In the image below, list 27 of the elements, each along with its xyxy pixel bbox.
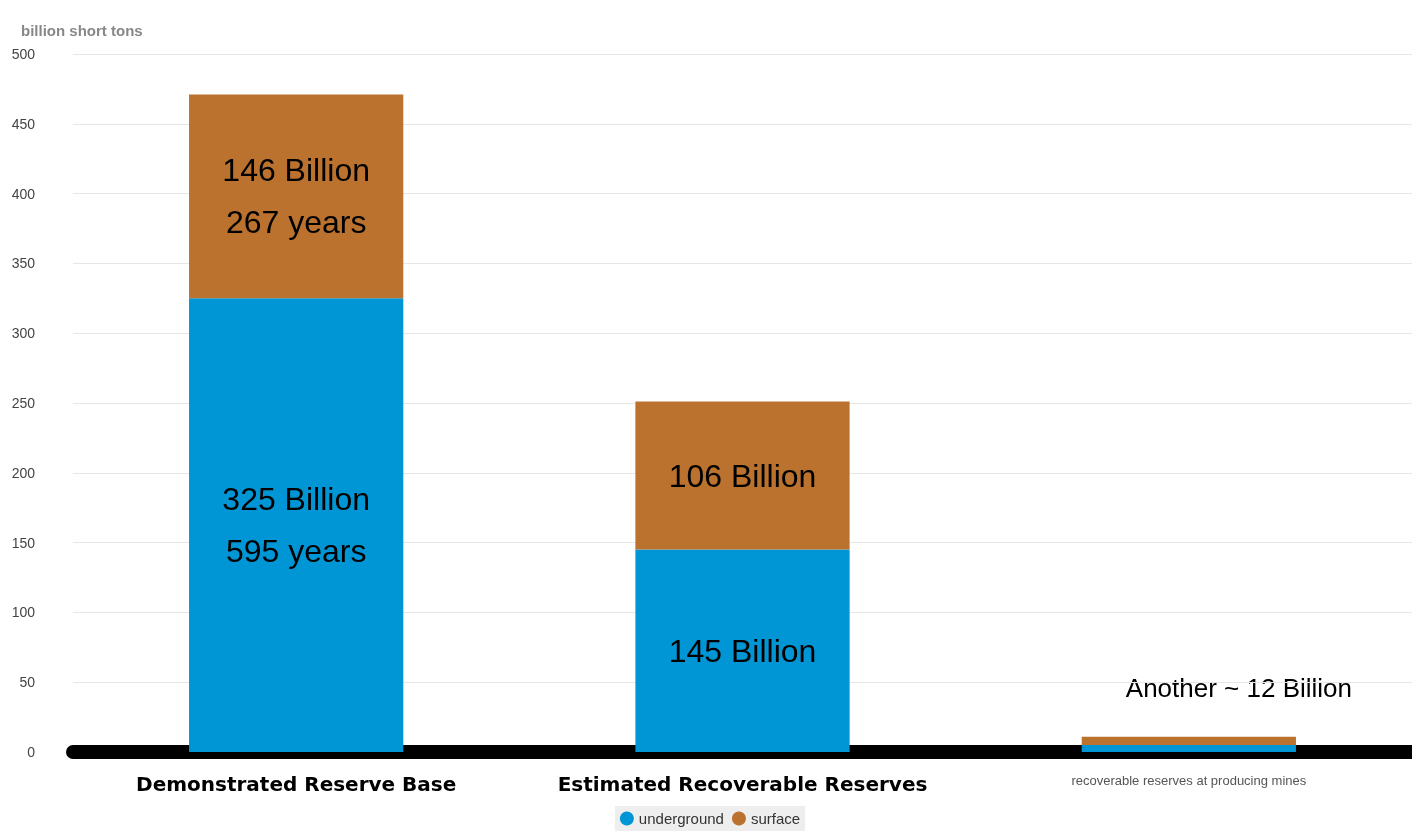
y-tick-label: 200 [11, 464, 36, 481]
bar [635, 401, 850, 550]
y-tick-label: 500 [11, 46, 36, 62]
y-tick-label: 450 [11, 115, 36, 132]
y-tick-label: 100 [11, 604, 36, 621]
y-tick-label: 150 [11, 534, 36, 551]
x-tick-label: recoverable reserves at producing mines [1071, 773, 1307, 788]
data-label: 106 Billion [668, 457, 817, 494]
bar [1081, 736, 1296, 746]
y-tick-label: 300 [11, 325, 36, 342]
y-tick-label: 350 [11, 255, 36, 272]
data-label: 325 Billion 595 years [222, 481, 370, 570]
y-tick-label: 250 [11, 395, 36, 411]
legend-label: underground [638, 810, 724, 827]
bar [189, 298, 404, 752]
legend-label: surface [750, 810, 801, 827]
x-tick-label: Estimated Recoverable Reserves [557, 772, 928, 796]
bar [1081, 745, 1296, 752]
y-tick-label: 400 [11, 185, 36, 202]
y-tick-label: 0 [27, 744, 36, 760]
data-label: 146 Billion 267 years [222, 152, 370, 241]
y-tick-label: 50 [19, 674, 36, 691]
x-tick-label: Demonstrated Reserve Base [136, 772, 457, 796]
bar [189, 94, 404, 299]
bar [635, 549, 850, 752]
y-axis-title: billion short tons [21, 22, 143, 39]
data-label: 145 Billion [668, 632, 817, 669]
